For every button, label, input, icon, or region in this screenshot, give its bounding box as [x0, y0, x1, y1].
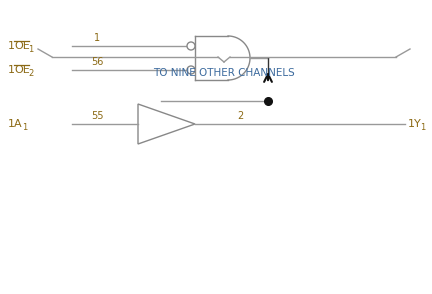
Text: OE: OE — [14, 65, 30, 75]
Text: 1A: 1A — [8, 119, 22, 129]
Circle shape — [187, 66, 195, 74]
Text: 1: 1 — [8, 65, 15, 75]
Text: 1: 1 — [28, 44, 33, 54]
Text: 55: 55 — [91, 111, 103, 121]
Text: 1Y: 1Y — [408, 119, 422, 129]
Text: 1: 1 — [8, 41, 15, 51]
Text: 2: 2 — [28, 69, 33, 78]
Text: TO NINE OTHER CHANNELS: TO NINE OTHER CHANNELS — [153, 68, 295, 78]
Text: OE: OE — [14, 41, 30, 51]
Text: 1: 1 — [420, 123, 425, 131]
Circle shape — [187, 42, 195, 50]
Text: 56: 56 — [91, 57, 103, 67]
Text: 2: 2 — [237, 111, 243, 121]
Text: 1: 1 — [22, 123, 27, 131]
Text: 1: 1 — [94, 33, 100, 43]
